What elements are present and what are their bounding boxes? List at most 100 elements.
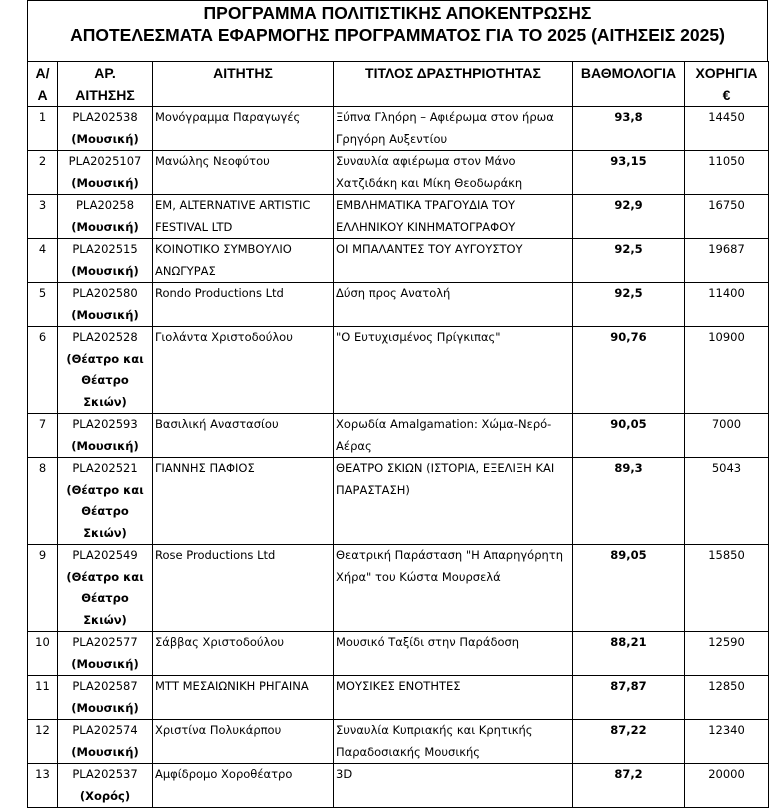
application-code: PLA202515 xyxy=(72,242,138,256)
activity-line: Συναυλία Κυπριακής και Κρητικής xyxy=(336,723,533,737)
cell-activity: Συναυλία αφιέρωμα στον Μάνο Χατζιδάκη και… xyxy=(333,150,573,195)
applicant-line: EM, ALTERNATIVE ARTISTIC xyxy=(155,198,311,212)
category-label: (Θέατρο και Θέατρο Σκιών) xyxy=(66,351,144,409)
cell-activity: ΘΕΑΤΡΟ ΣΚΙΩΝ (ΙΣΤΟΡΙΑ, ΕΞΕΛΙΞΗ ΚΑΙ ΠΑΡΑΣΤ… xyxy=(333,457,573,545)
cell-activity: Μουσικό Ταξίδι στην Παράδοση xyxy=(333,631,573,676)
cell-applicant: Σάββας Χριστοδούλου xyxy=(152,631,334,676)
application-code: PLA202577 xyxy=(72,635,138,649)
cell-aa: 2 xyxy=(27,150,58,195)
activity-line: Ξύπνα Γληόρη – Αφιέρωμα στον ήρωα xyxy=(336,110,554,124)
category-label: (Μουσική) xyxy=(71,219,139,234)
applicant-line: FESTIVAL LTD xyxy=(155,219,233,234)
cell-applicant: ΓΙΑΝΝΗΣ ΠΑΦΙΟΣ xyxy=(152,457,334,545)
cell-score: 90,76 xyxy=(572,326,685,414)
application-code: PLA202580 xyxy=(72,286,138,300)
cell-grant: 11400 xyxy=(684,282,769,327)
activity-line: Παραδοσιακής Μουσικής xyxy=(336,744,481,759)
category-label: (Μουσική) xyxy=(71,438,139,453)
cell-score: 87,2 xyxy=(572,763,685,808)
category-label: (Μουσική) xyxy=(71,175,139,190)
category-label: (Μουσική) xyxy=(71,744,139,759)
application-code: PLA202587 xyxy=(72,679,138,693)
table-row: 12 PLA202574 (Μουσική) Χριστίνα Πολυκάρπου Σ… xyxy=(27,719,769,764)
activity-line: Θεατρική Παράσταση "Η Απαρηγόρητη xyxy=(336,548,564,562)
cell-activity: "Ο Ευτυχισμένος Πρίγκιπας" xyxy=(333,326,573,414)
cell-applicant: Χριστίνα Πολυκάρπου xyxy=(152,719,334,764)
category-label: (Μουσική) xyxy=(71,656,139,671)
cell-activity: Χορωδία Amalgamation: Χώμα-Νερό- Αέρας xyxy=(333,413,573,458)
applicant-line: ΜΤΤ ΜΕΣΑΙΩΝΙΚΗ ΡΗΓΑΙΝΑ xyxy=(155,679,309,693)
cell-score: 87,87 xyxy=(572,675,685,720)
header-activity: ΤΙΤΛΟΣ ΔΡΑΣΤΗΡΙΟΤΗΤΑΣ xyxy=(333,61,573,107)
cell-score: 88,21 xyxy=(572,631,685,676)
cell-applicant: Μονόγραμμα Παραγωγές xyxy=(152,106,334,151)
results-document: ΠΡΟΓΡΑΜΜΑ ΠΟΛΙΤΙΣΤΙΚΗΣ ΑΠΟΚΕΝΤΡΩΣΗΣ ΑΠΟΤ… xyxy=(27,0,769,808)
applicant-line: Μονόγραμμα Παραγωγές xyxy=(155,110,301,124)
cell-app-no: PLA202574 (Μουσική) xyxy=(57,719,153,764)
header-row: Α/Α ΑΡ. ΑΙΤΗΣΗΣ ΑΙΤΗΤΗΣ ΤΙΤΛΟΣ ΔΡΑΣΤΗΡΙΟΤ… xyxy=(27,61,769,107)
applicant-line: Rondo Productions Ltd xyxy=(155,286,284,300)
cell-app-no: PLA202580 (Μουσική) xyxy=(57,282,153,327)
document-title: ΠΡΟΓΡΑΜΜΑ ΠΟΛΙΤΙΣΤΙΚΗΣ ΑΠΟΚΕΝΤΡΩΣΗΣ ΑΠΟΤ… xyxy=(27,0,768,61)
cell-grant: 20000 xyxy=(684,763,769,808)
cell-applicant: Rose Productions Ltd xyxy=(152,544,334,632)
cell-app-no: PLA202515 (Μουσική) xyxy=(57,238,153,283)
table-row: 4 PLA202515 (Μουσική) ΚΟΙΝΟΤΙΚΟ ΣΥΜΒΟΥΛΙΟ ΑΝ… xyxy=(27,238,769,283)
activity-line: ΠΑΡΑΣΤΑΣΗ) xyxy=(336,482,410,497)
cell-score: 87,22 xyxy=(572,719,685,764)
category-label: (Θέατρο και Θέατρο Σκιών) xyxy=(66,569,144,627)
cell-applicant: Αμφίδρομο Χοροθέατρο xyxy=(152,763,334,808)
header-app-no: ΑΡ. ΑΙΤΗΣΗΣ xyxy=(57,61,153,107)
cell-aa: 12 xyxy=(27,719,58,764)
cell-activity: Θεατρική Παράσταση "Η Απαρηγόρητη Χήρα" τ… xyxy=(333,544,573,632)
cell-aa: 4 xyxy=(27,238,58,283)
application-code: PLA202528 xyxy=(72,330,138,344)
activity-line: 3D xyxy=(336,767,353,781)
application-code: PLA202537 xyxy=(72,767,138,781)
cell-applicant: EM, ALTERNATIVE ARTISTIC FESTIVAL LTD xyxy=(152,194,334,239)
application-code: PLA20258 xyxy=(75,198,135,212)
cell-activity: Δύση προς Ανατολή xyxy=(333,282,573,327)
application-code: PLA202521 xyxy=(72,461,138,475)
activity-line: Συναυλία αφιέρωμα στον Μάνο xyxy=(336,154,516,168)
application-code: PLA2025107 xyxy=(68,154,142,168)
cell-grant: 16750 xyxy=(684,194,769,239)
table-row: 11 PLA202587 (Μουσική) ΜΤΤ ΜΕΣΑΙΩΝΙΚΗ ΡΗΓΑΙ… xyxy=(27,675,769,720)
cell-aa: 13 xyxy=(27,763,58,808)
header-aa-line: Α/ xyxy=(35,65,50,81)
cell-aa: 11 xyxy=(27,675,58,720)
cell-grant: 7000 xyxy=(684,413,769,458)
activity-line: Δύση προς Ανατολή xyxy=(336,286,451,300)
activity-line: ΜΟΥΣΙΚΕΣ ΕΝΟΤΗΤΕΣ xyxy=(336,679,461,693)
cell-app-no: PLA20258 (Μουσική) xyxy=(57,194,153,239)
cell-app-no: PLA2025107 (Μουσική) xyxy=(57,150,153,195)
activity-line: ΕΜΒΛΗΜΑΤΙΚΑ ΤΡΑΓΟΥΔΙΑ ΤΟΥ xyxy=(336,198,516,212)
cell-app-no: PLA202549 (Θέατρο και Θέατρο Σκιών) xyxy=(57,544,153,632)
cell-app-no: PLA202593 (Μουσική) xyxy=(57,413,153,458)
cell-app-no: PLA202577 (Μουσική) xyxy=(57,631,153,676)
applicant-line: ΑΝΩΓΥΡΑΣ xyxy=(155,263,216,278)
cell-score: 89,05 xyxy=(572,544,685,632)
cell-applicant: Μανώλης Νεοφύτου xyxy=(152,150,334,195)
table-row: 13 PLA202537 (Χορός) Αμφίδρομο Χοροθέατρο 3D… xyxy=(27,763,769,808)
cell-score: 92,9 xyxy=(572,194,685,239)
cell-score: 93,15 xyxy=(572,150,685,195)
cell-app-no: PLA202528 (Θέατρο και Θέατρο Σκιών) xyxy=(57,326,153,414)
activity-line: Μουσικό Ταξίδι στην Παράδοση xyxy=(336,635,520,649)
applicant-line: Μανώλης Νεοφύτου xyxy=(155,154,270,168)
category-label: (Μουσική) xyxy=(71,700,139,715)
category-label: (Μουσική) xyxy=(71,263,139,278)
cell-score: 92,5 xyxy=(572,282,685,327)
cell-app-no: PLA202587 (Μουσική) xyxy=(57,675,153,720)
header-app-no-line: ΑΡ. xyxy=(94,65,116,81)
activity-line: Αέρας xyxy=(336,438,372,453)
application-code: PLA202593 xyxy=(72,417,138,431)
table-row: 3 PLA20258 (Μουσική) EM, ALTERNATIVE ARTIST… xyxy=(27,194,769,239)
activity-line: ΕΛΛΗΝΙΚΟΥ ΚΙΝΗΜΑΤΟΓΡΑΦΟΥ xyxy=(336,219,516,234)
cell-grant: 12850 xyxy=(684,675,769,720)
cell-activity: Συναυλία Κυπριακής και Κρητικής Παραδοσια… xyxy=(333,719,573,764)
applicant-line: ΚΟΙΝΟΤΙΚΟ ΣΥΜΒΟΥΛΙΟ xyxy=(155,242,292,256)
title-line-2: ΑΠΟΤΕΛΕΣΜΑΤΑ ΕΦΑΡΜΟΓΗΣ ΠΡΟΓΡΑΜΜΑΤΟΣ ΓΙΑ … xyxy=(70,25,725,45)
cell-aa: 5 xyxy=(27,282,58,327)
table-row: 6 PLA202528 (Θέατρο και Θέατρο Σκιών) Γιολά… xyxy=(27,326,769,414)
